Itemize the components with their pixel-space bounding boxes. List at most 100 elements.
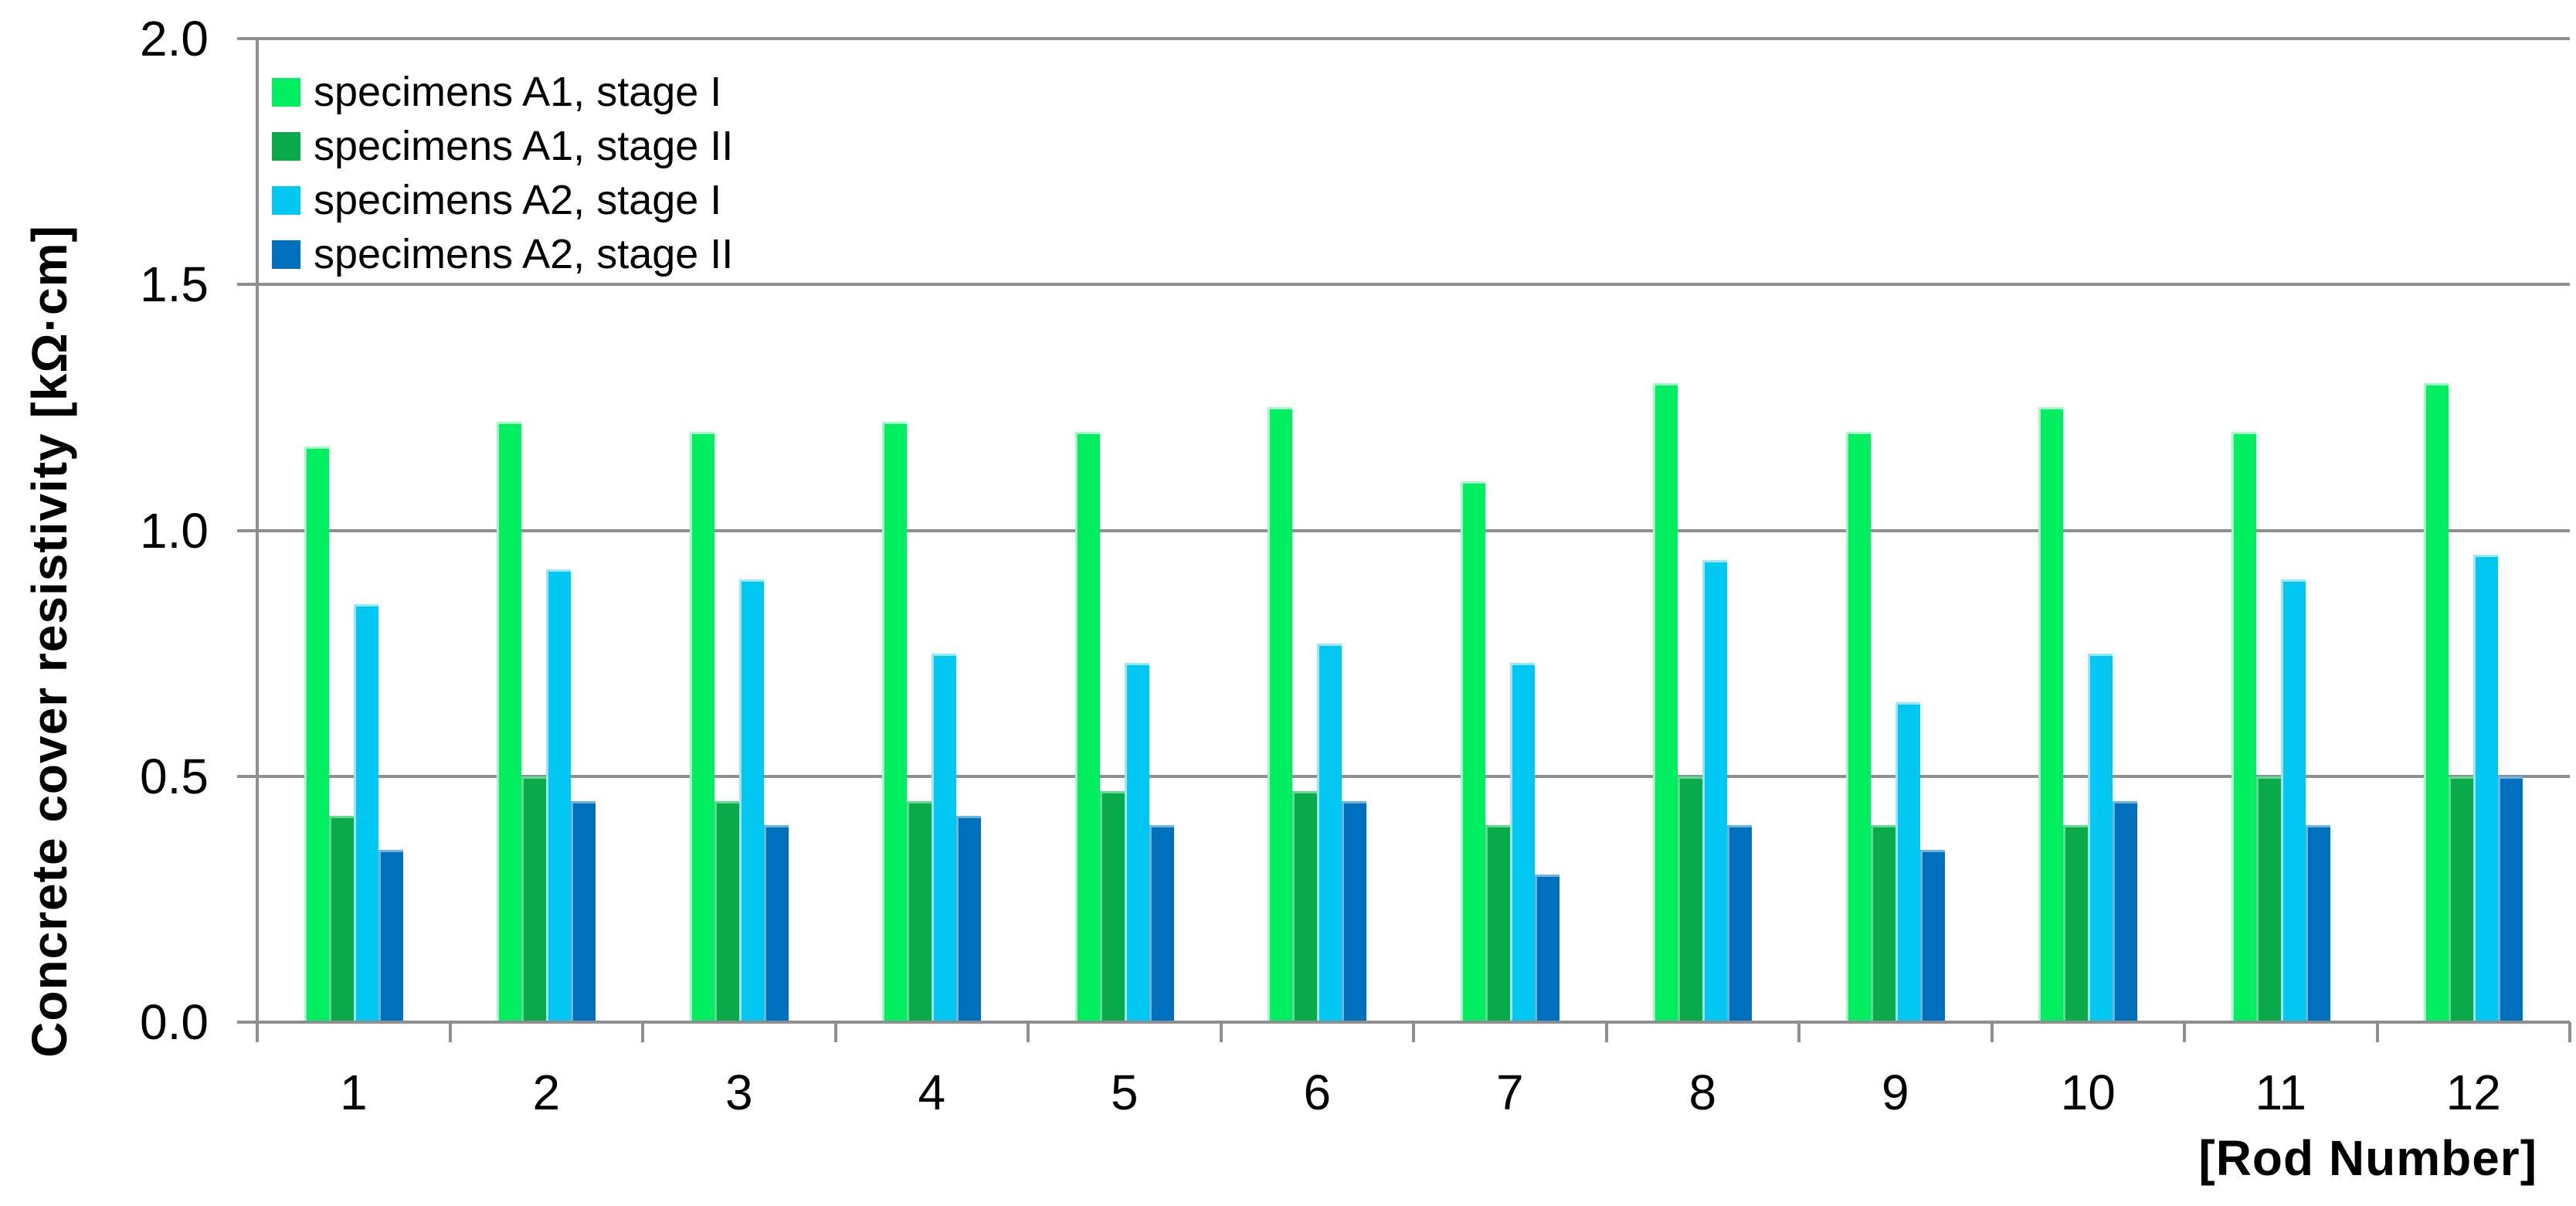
bar-s3-rod11 bbox=[2280, 579, 2306, 1022]
bar-s4-rod2 bbox=[571, 800, 596, 1022]
bar-s1-rod6 bbox=[1268, 407, 1293, 1022]
bar-s2-rod12 bbox=[2449, 776, 2474, 1022]
y-tick-label: 0.0 bbox=[140, 994, 209, 1050]
bar-s3-rod9 bbox=[1895, 702, 1920, 1022]
x-tick-label: 8 bbox=[1688, 1065, 1717, 1120]
bar-s2-rod6 bbox=[1292, 790, 1318, 1022]
bar-s3-rod12 bbox=[2473, 555, 2499, 1022]
x-tick bbox=[1797, 1022, 1800, 1042]
x-tick bbox=[2568, 1022, 2571, 1042]
x-tick bbox=[1990, 1022, 1994, 1042]
bar-s4-rod5 bbox=[1149, 825, 1174, 1022]
legend-item-3: specimens A2, stage I bbox=[272, 173, 733, 227]
bar-s2-rod8 bbox=[1678, 776, 1703, 1022]
x-tick bbox=[1604, 1022, 1608, 1042]
bar-s3-rod8 bbox=[1702, 559, 1728, 1022]
x-tick bbox=[2183, 1022, 2186, 1042]
gridline-2.0 bbox=[257, 37, 2570, 40]
x-tick-label: 2 bbox=[532, 1065, 561, 1120]
bar-s1-rod3 bbox=[689, 432, 714, 1022]
bar-s2-rod9 bbox=[1870, 825, 1896, 1022]
bar-s2-rod4 bbox=[907, 800, 932, 1022]
y-tick bbox=[237, 528, 257, 532]
y-tick-label: 0.5 bbox=[140, 748, 209, 804]
x-tick-label: 3 bbox=[725, 1065, 753, 1120]
y-tick-label: 2.0 bbox=[140, 11, 209, 66]
bar-s2-rod10 bbox=[2063, 825, 2089, 1022]
x-axis-title: [Rod Number] bbox=[2198, 1130, 2537, 1186]
x-tick-label: 12 bbox=[2445, 1065, 2501, 1120]
legend-item-4: specimens A2, stage II bbox=[272, 227, 733, 281]
x-tick bbox=[641, 1022, 644, 1042]
x-tick-label: 7 bbox=[1495, 1065, 1524, 1120]
bar-s3-rod10 bbox=[2088, 653, 2113, 1022]
y-tick-label: 1.0 bbox=[140, 502, 209, 559]
bar-s3-rod7 bbox=[1509, 663, 1535, 1022]
bar-s3-rod3 bbox=[738, 579, 764, 1022]
bar-s1-rod7 bbox=[1460, 481, 1485, 1022]
bar-s2-rod3 bbox=[714, 800, 739, 1022]
bar-s1-rod12 bbox=[2424, 382, 2449, 1022]
bar-s1-rod9 bbox=[1845, 432, 1871, 1022]
gridline-1.5 bbox=[257, 283, 2570, 287]
bar-s3-rod2 bbox=[546, 569, 572, 1022]
x-tick bbox=[256, 1022, 259, 1042]
y-axis-title: Concrete cover resistivity [kΩ·cm] bbox=[22, 225, 77, 1058]
x-tick-label: 11 bbox=[2255, 1065, 2306, 1120]
y-tick bbox=[237, 37, 257, 40]
bar-s4-rod6 bbox=[1342, 800, 1367, 1022]
bar-s2-rod5 bbox=[1099, 790, 1125, 1022]
bar-s1-rod1 bbox=[304, 447, 329, 1022]
x-tick bbox=[2375, 1022, 2379, 1042]
x-tick-label: 4 bbox=[918, 1065, 946, 1120]
bar-s4-rod9 bbox=[1919, 850, 1945, 1022]
bar-s1-rod11 bbox=[2231, 432, 2256, 1022]
bar-s2-rod11 bbox=[2255, 776, 2281, 1022]
bar-s2-rod1 bbox=[328, 815, 354, 1022]
legend-label: specimens A2, stage II bbox=[314, 231, 734, 277]
bar-s2-rod2 bbox=[521, 776, 547, 1022]
bar-s1-rod4 bbox=[882, 422, 908, 1022]
legend-swatch-icon bbox=[272, 185, 300, 215]
bar-s3-rod5 bbox=[1124, 663, 1149, 1022]
bar-s3-rod1 bbox=[353, 603, 378, 1022]
y-axis-line bbox=[256, 39, 259, 1042]
bar-s2-rod7 bbox=[1485, 825, 1510, 1022]
x-tick-label: 10 bbox=[2060, 1065, 2116, 1120]
y-tick bbox=[237, 774, 257, 778]
legend-label: specimens A2, stage I bbox=[314, 177, 722, 223]
gridline-0.5 bbox=[257, 774, 2570, 778]
bar-s1-rod5 bbox=[1074, 432, 1100, 1022]
x-tick bbox=[1027, 1022, 1030, 1042]
legend-label: specimens A1, stage I bbox=[314, 69, 722, 115]
legend-item-1: specimens A1, stage I bbox=[272, 65, 733, 119]
x-tick bbox=[448, 1022, 452, 1042]
bar-s4-rod8 bbox=[1727, 825, 1753, 1022]
legend-item-2: specimens A1, stage II bbox=[272, 119, 733, 173]
bar-s4-rod12 bbox=[2498, 776, 2523, 1022]
bar-s4-rod7 bbox=[1534, 875, 1560, 1022]
bar-s4-rod11 bbox=[2305, 825, 2330, 1022]
bar-s3-rod4 bbox=[932, 653, 957, 1022]
gridline-1.0 bbox=[257, 528, 2570, 532]
bar-s4-rod1 bbox=[378, 850, 403, 1022]
x-tick bbox=[1219, 1022, 1223, 1042]
bar-s3-rod6 bbox=[1317, 643, 1342, 1022]
bar-s1-rod10 bbox=[2038, 407, 2064, 1022]
x-axis-line bbox=[237, 1021, 2570, 1024]
legend-label: specimens A1, stage II bbox=[314, 123, 734, 169]
x-tick bbox=[1412, 1022, 1415, 1042]
x-tick-label: 6 bbox=[1303, 1065, 1332, 1120]
y-tick-label: 1.5 bbox=[140, 256, 209, 313]
legend-swatch-icon bbox=[272, 77, 300, 107]
x-tick bbox=[833, 1022, 837, 1042]
bar-s4-rod3 bbox=[763, 825, 789, 1022]
legend-swatch-icon bbox=[272, 240, 300, 269]
y-tick bbox=[237, 283, 257, 287]
x-tick-label: 5 bbox=[1110, 1065, 1139, 1120]
x-tick-label: 1 bbox=[339, 1065, 368, 1120]
legend-swatch-icon bbox=[272, 131, 300, 161]
bar-s1-rod8 bbox=[1653, 382, 1678, 1022]
bar-s1-rod2 bbox=[497, 422, 522, 1022]
